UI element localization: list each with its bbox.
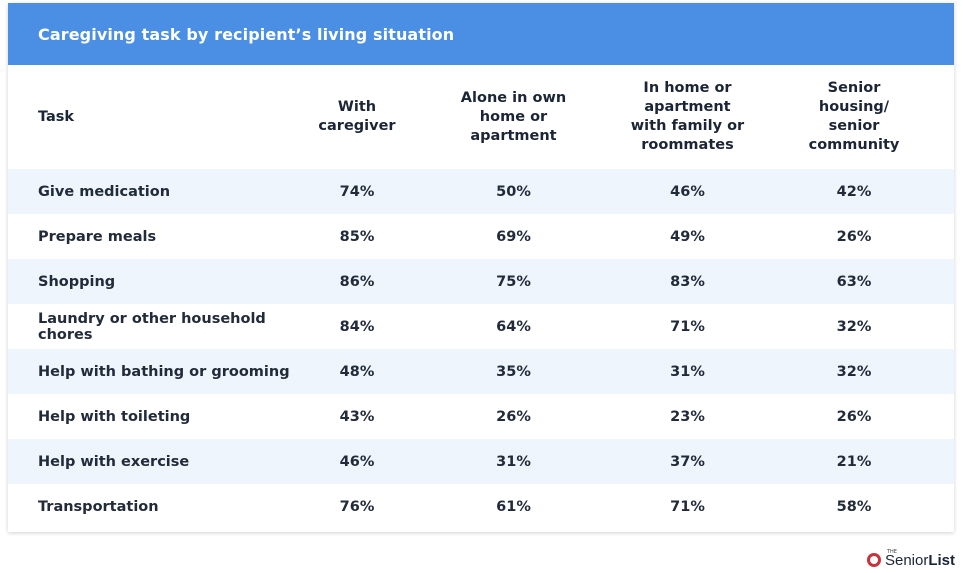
value-cell: 35% xyxy=(496,363,531,380)
task-cell: Transportation xyxy=(38,498,159,515)
value-cell: 85% xyxy=(339,228,375,245)
task-cell: Help with bathing or grooming xyxy=(38,363,290,380)
value-cell: 76% xyxy=(339,498,375,515)
chart-title: Caregiving task by recipient’s living si… xyxy=(8,3,954,65)
value-cell: 26% xyxy=(496,408,531,425)
column-header-senior-housing-label: Senior housing/ senior community xyxy=(808,80,900,153)
column-header-alone: Alone in own home or apartment xyxy=(406,65,621,169)
table-row: Prepare meals 85% 69% 49% 26% xyxy=(8,214,954,259)
senior-list-logo-icon xyxy=(866,553,881,567)
table-row: Help with exercise 46% 31% 37% 21% xyxy=(8,439,954,484)
task-cell: Shopping xyxy=(38,273,116,290)
column-header-senior-housing: Senior housing/ senior community xyxy=(754,65,954,169)
value-cell: 75% xyxy=(496,273,531,290)
value-cell: 83% xyxy=(670,273,705,290)
value-cell: 32% xyxy=(836,363,872,380)
value-cell: 71% xyxy=(670,498,705,515)
column-header-with-family-label: In home or apartment with family or room… xyxy=(630,80,745,153)
value-cell: 46% xyxy=(670,183,705,200)
value-cell: 31% xyxy=(670,363,705,380)
task-cell: Help with toileting xyxy=(38,408,191,425)
value-cell: 46% xyxy=(339,453,375,470)
header-row: Task With caregiver Alone in own home or… xyxy=(8,65,954,169)
value-cell: 23% xyxy=(670,408,705,425)
brand-name-b: List xyxy=(928,551,955,569)
table-row: Help with bathing or grooming 48% 35% 31% 32… xyxy=(8,349,954,394)
value-cell: 48% xyxy=(339,363,375,380)
column-header-with-family: In home or apartment with family or room… xyxy=(621,65,754,169)
value-cell: 50% xyxy=(496,183,531,200)
value-cell: 42% xyxy=(836,183,872,200)
value-cell: 26% xyxy=(836,408,872,425)
column-header-with-caregiver: With caregiver xyxy=(308,65,406,169)
brand-logo: THE SeniorList xyxy=(866,549,955,571)
table-row: Give medication 74% 50% 46% 42% xyxy=(8,169,954,214)
table-row: Shopping 86% 75% 83% 63% xyxy=(8,259,954,304)
value-cell: 61% xyxy=(496,498,531,515)
table-row: Help with toileting 43% 26% 23% 26% xyxy=(8,394,954,439)
value-cell: 86% xyxy=(339,273,375,290)
value-cell: 71% xyxy=(670,318,705,335)
table-body: Give medication 74% 50% 46% 42% Prepare meals… xyxy=(8,169,954,529)
value-cell: 26% xyxy=(836,228,872,245)
value-cell: 84% xyxy=(339,318,375,335)
value-cell: 63% xyxy=(836,273,872,290)
value-cell: 21% xyxy=(836,453,872,470)
value-cell: 49% xyxy=(670,228,705,245)
brand-name: SeniorList xyxy=(885,552,955,569)
value-cell: 37% xyxy=(670,453,705,470)
task-cell: Prepare meals xyxy=(38,228,157,245)
brand-prefix: THE xyxy=(886,549,897,555)
column-header-alone-label: Alone in own home or apartment xyxy=(460,89,567,144)
table-card: Caregiving task by recipient’s living si… xyxy=(8,3,954,532)
value-cell: 43% xyxy=(339,408,375,425)
column-header-with-caregiver-label: With caregiver xyxy=(318,99,396,134)
brand-name-a: Senior xyxy=(884,551,929,569)
value-cell: 58% xyxy=(836,498,872,515)
column-header-task: Task xyxy=(38,108,75,125)
table-row: Laundry or other household chores 84% 64% 7… xyxy=(8,304,954,349)
task-cell: Help with exercise xyxy=(38,453,190,470)
data-table: Task With caregiver Alone in own home or… xyxy=(8,65,954,529)
value-cell: 64% xyxy=(496,318,531,335)
value-cell: 69% xyxy=(496,228,531,245)
value-cell: 74% xyxy=(339,183,375,200)
task-cell: Give medication xyxy=(38,183,171,200)
value-cell: 31% xyxy=(496,453,531,470)
value-cell: 32% xyxy=(836,318,872,335)
table-row: Transportation 76% 61% 71% 58% xyxy=(8,484,954,529)
task-cell: Laundry or other household chores xyxy=(38,310,266,343)
